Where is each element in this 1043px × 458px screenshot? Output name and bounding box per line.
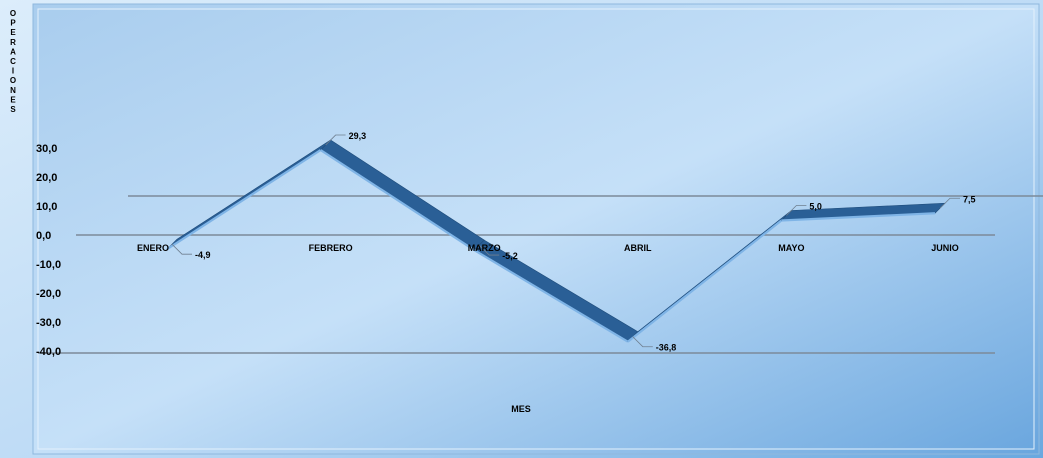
x-tick-label: MARZO xyxy=(468,243,501,253)
data-label: 29,3 xyxy=(349,131,367,141)
data-label: -5,2 xyxy=(502,251,518,261)
leader-line xyxy=(478,244,500,256)
y-tick-label: -10,0 xyxy=(36,259,61,271)
y-axis-ticks: 30,0 20,0 10,0 0,0 -10,0 -20,0 -30,0 -40,0 xyxy=(36,143,61,358)
y-tick-label: 10,0 xyxy=(36,201,57,213)
data-label-leaders xyxy=(171,134,960,348)
y-tick-label: -30,0 xyxy=(36,317,61,329)
y-tick-label: 30,0 xyxy=(36,143,57,155)
data-label: -4,9 xyxy=(195,250,211,260)
data-label: -36,8 xyxy=(656,343,677,353)
plot-area-inner-border xyxy=(37,8,1035,450)
y-tick-label: -20,0 xyxy=(36,288,61,300)
x-axis-ticks: ENERO FEBRERO MARZO ABRIL MAYO JUNIO xyxy=(137,243,959,253)
leader-line xyxy=(325,134,346,146)
data-label: 5,0 xyxy=(809,202,822,212)
ribbon-edge xyxy=(319,149,475,252)
x-axis-title: MES xyxy=(511,404,531,414)
data-labels: -4,9 29,3 -5,2 -36,8 5,0 7,5 xyxy=(195,131,976,353)
ribbon-edge xyxy=(166,149,322,251)
x-tick-label: ENERO xyxy=(137,243,169,253)
x-tick-label: ABRIL xyxy=(624,243,652,253)
y-tick-label: -40,0 xyxy=(36,346,61,358)
leader-line xyxy=(171,243,192,255)
series-ribbon xyxy=(166,139,946,343)
x-tick-label: MAYO xyxy=(778,243,804,253)
data-label: 7,5 xyxy=(963,194,976,204)
x-tick-label: FEBRERO xyxy=(309,243,353,253)
leader-line xyxy=(939,197,960,209)
x-tick-label: JUNIO xyxy=(931,243,959,253)
ribbon-edge xyxy=(473,249,629,343)
ribbon-edge xyxy=(627,219,783,343)
y-tick-label: 0,0 xyxy=(36,230,51,242)
ribbon-edge xyxy=(781,212,936,222)
plot-area xyxy=(32,3,1040,455)
reference-lines xyxy=(38,195,1043,354)
y-tick-label: 20,0 xyxy=(36,172,57,184)
leader-line xyxy=(632,336,653,348)
leader-line xyxy=(786,205,807,216)
